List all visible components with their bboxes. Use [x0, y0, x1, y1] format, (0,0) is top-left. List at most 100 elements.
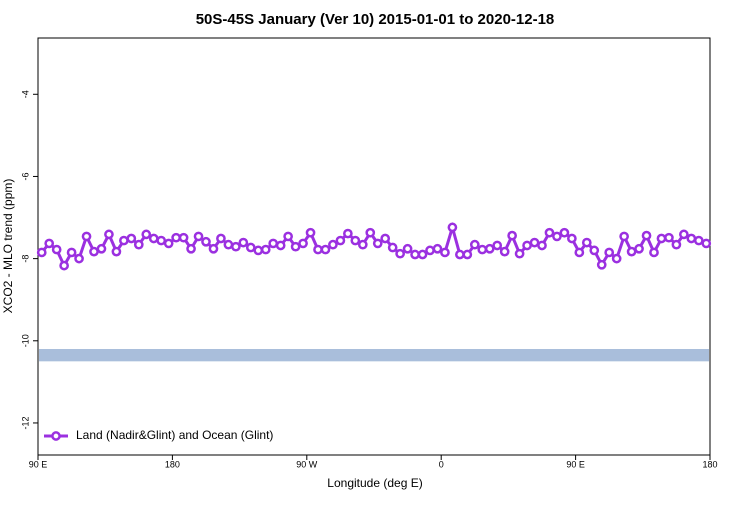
y-tick-label: -12 — [20, 416, 30, 429]
point — [178, 232, 189, 243]
point — [74, 253, 84, 264]
y-tick-label: -8 — [20, 255, 30, 263]
point — [305, 227, 316, 238]
legend-label: Land (Nadir&Glint) and Ocean (Glint) — [76, 428, 273, 442]
point — [559, 227, 570, 238]
point — [208, 243, 219, 254]
point — [604, 247, 615, 258]
point — [686, 233, 697, 244]
point — [313, 244, 323, 255]
point — [671, 239, 682, 250]
x-tick-label: 90 E — [29, 459, 48, 469]
point — [522, 240, 532, 251]
point — [462, 249, 473, 260]
point — [268, 238, 279, 249]
point — [514, 248, 525, 259]
chart-title: 50S-45S January (Ver 10) 2015-01-01 to 2… — [196, 11, 555, 28]
point — [66, 247, 77, 258]
point — [641, 230, 652, 241]
y-tick-label: -4 — [20, 90, 30, 98]
point — [201, 236, 211, 247]
point — [51, 244, 62, 255]
point — [581, 237, 592, 248]
y-tick-label: -10 — [20, 334, 30, 347]
point — [634, 243, 644, 254]
point — [492, 240, 503, 251]
point — [238, 237, 249, 248]
point — [611, 253, 622, 264]
point — [477, 244, 488, 255]
point — [133, 239, 144, 250]
x-tick-label: 180 — [702, 459, 717, 469]
point — [499, 246, 510, 257]
point — [679, 229, 689, 240]
point — [537, 240, 547, 251]
point — [380, 233, 391, 244]
point — [410, 249, 420, 260]
point — [664, 232, 674, 243]
point — [231, 241, 241, 252]
point — [544, 227, 555, 238]
band — [39, 349, 709, 362]
point — [335, 235, 346, 246]
y-axis-label: XCO2 - MLO trend (ppm) — [1, 179, 15, 314]
point — [567, 233, 577, 244]
legend-marker — [51, 431, 61, 441]
point — [298, 238, 308, 249]
point — [626, 246, 637, 257]
x-axis-label: Longitude (deg E) — [327, 476, 422, 490]
x-tick-label: 90 E — [566, 459, 585, 469]
point — [104, 229, 114, 240]
point — [469, 239, 480, 250]
point — [693, 235, 704, 246]
point — [596, 259, 607, 270]
point — [343, 228, 353, 239]
point — [44, 238, 55, 249]
point — [148, 233, 159, 244]
point — [223, 239, 234, 250]
point — [283, 231, 293, 242]
point — [552, 231, 562, 242]
point — [402, 243, 413, 254]
point — [96, 243, 107, 254]
point — [484, 243, 495, 254]
point — [417, 249, 428, 260]
point — [36, 247, 47, 258]
point — [186, 243, 196, 254]
point — [111, 246, 122, 257]
point — [365, 227, 376, 238]
point — [320, 244, 331, 255]
point — [275, 240, 286, 251]
point — [59, 260, 69, 271]
point — [89, 246, 99, 257]
point — [357, 239, 368, 250]
x-tick-label: 90 W — [296, 459, 318, 469]
point — [156, 235, 167, 246]
point — [216, 233, 226, 244]
point — [701, 238, 712, 249]
y-tick-label: -6 — [20, 172, 30, 180]
point — [171, 232, 181, 243]
point — [425, 245, 435, 256]
point — [395, 248, 405, 259]
point — [447, 222, 458, 233]
point — [656, 233, 667, 244]
point — [141, 229, 152, 240]
point — [507, 230, 517, 241]
x-tick-label: 180 — [165, 459, 180, 469]
point — [455, 249, 465, 260]
point — [290, 241, 301, 252]
point — [163, 238, 174, 249]
point — [193, 231, 204, 242]
point — [574, 247, 585, 258]
point — [387, 242, 398, 253]
x-tick-label: 0 — [439, 459, 444, 469]
point — [245, 242, 256, 253]
point — [253, 245, 264, 256]
point — [649, 247, 659, 258]
point — [372, 238, 383, 249]
point — [432, 243, 443, 254]
point — [119, 235, 129, 246]
point — [328, 239, 338, 250]
